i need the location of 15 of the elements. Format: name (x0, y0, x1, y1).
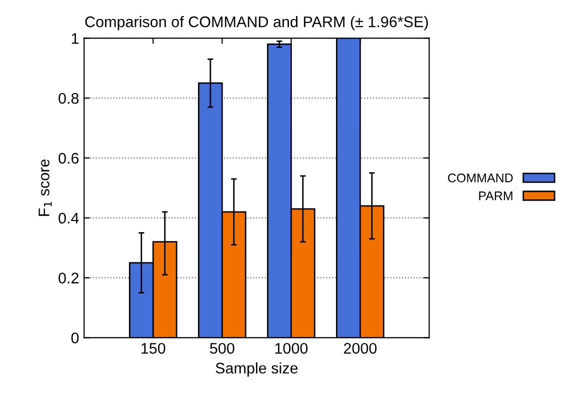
y-tick-label: 0.6 (58, 152, 79, 164)
x-tick-label: 500 (210, 342, 234, 354)
chart-title: Comparison of COMMAND and PARM (± 1.96*SE) (85, 16, 428, 30)
y-tick-label: 0.8 (58, 92, 79, 104)
x-tick-label: 1000 (275, 342, 308, 354)
y-tick-label: 1 (72, 33, 78, 44)
legend-label: COMMAND (448, 173, 513, 182)
y-axis-title: F$_{1}$ score (38, 159, 52, 216)
y-tick-label: 0.2 (58, 272, 78, 284)
legend-label: PARM (479, 192, 512, 200)
y-tick-label: 0.4 (58, 212, 79, 224)
x-axis-title: Sample size (216, 362, 298, 377)
x-tick-label: 150 (142, 342, 166, 354)
y-tick-label: 0 (71, 332, 79, 344)
x-tick-label: 2000 (344, 342, 377, 354)
